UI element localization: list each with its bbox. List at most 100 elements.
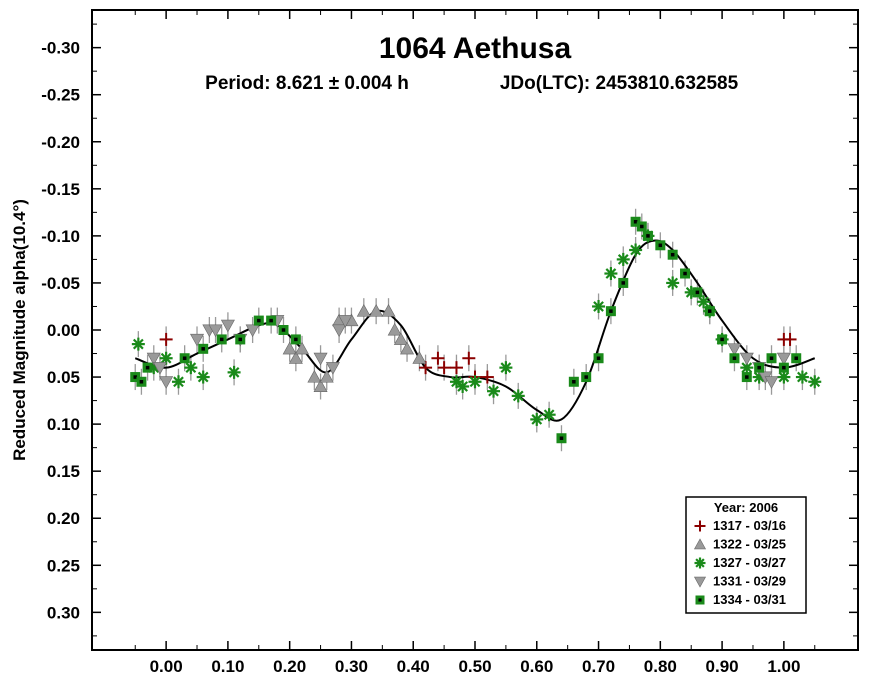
x-tick-label: 0.40 <box>397 657 430 676</box>
square-marker <box>630 216 641 227</box>
x-tick-label: 0.50 <box>458 657 491 676</box>
square-marker <box>216 334 227 345</box>
square-marker <box>179 353 190 364</box>
triangle-up-marker <box>387 322 402 336</box>
square-marker <box>198 343 209 354</box>
legend-entry-label: 1334 - 03/31 <box>713 592 786 607</box>
triangle-down-marker <box>220 319 235 333</box>
triangle-down-marker <box>208 324 223 338</box>
square-marker <box>642 230 653 241</box>
square-marker <box>235 334 246 345</box>
x-tick-label: 0.90 <box>706 657 739 676</box>
square-marker <box>778 362 789 373</box>
square-marker <box>568 376 579 387</box>
triangle-up-marker <box>412 351 427 364</box>
square-marker <box>278 325 289 335</box>
y-tick-label: 0.10 <box>47 415 80 434</box>
asterisk-marker <box>456 379 470 393</box>
asterisk-marker <box>171 375 185 389</box>
legend: Year: 2006 1317 - 03/16 1322 - 03/25 1327 … <box>685 496 807 614</box>
epoch-label: JDo(LTC): 2453810.632585 <box>500 73 739 94</box>
asterisk-marker <box>694 557 706 569</box>
y-axis: -0.30 -0.25 -0.20 -0.15 -0.10 -0.05 0.00 0.05 0.… <box>41 23 858 637</box>
triangle-down-marker <box>739 352 754 366</box>
triangle-down-marker <box>152 362 167 375</box>
square-marker <box>655 240 666 251</box>
square-marker <box>680 268 691 279</box>
triangle-down-marker <box>776 352 791 366</box>
triangle-down-marker <box>245 324 260 338</box>
asterisk-marker <box>592 299 606 313</box>
triangle-down-marker <box>693 576 707 588</box>
square-marker <box>593 353 604 364</box>
asterisk-marker <box>184 361 198 375</box>
y-tick-label: -0.30 <box>41 39 80 58</box>
triangle-down-marker <box>727 343 742 356</box>
triangle-down-marker <box>332 324 347 338</box>
triangle-up-marker <box>319 369 334 383</box>
triangle-down-marker <box>325 362 340 375</box>
x-tick-label: 0.60 <box>520 657 553 676</box>
y-tick-label: -0.10 <box>41 227 80 246</box>
data-points <box>130 216 822 444</box>
square-marker <box>618 277 629 288</box>
square-marker <box>791 353 802 364</box>
y-tick-label: -0.15 <box>41 180 80 199</box>
y-tick-label: 0.20 <box>47 509 80 528</box>
legend-entry-label: 1322 - 03/25 <box>713 537 786 552</box>
plus-marker <box>431 351 445 365</box>
legend-entry-label: 1331 - 03/29 <box>713 574 786 589</box>
triangle-up-marker <box>356 304 371 317</box>
asterisk-marker <box>616 252 630 266</box>
square-marker <box>741 372 752 383</box>
triangle-down-marker <box>764 376 779 389</box>
square-marker <box>692 287 703 298</box>
x-tick-label: 0.10 <box>211 657 244 676</box>
triangle-up-marker <box>282 341 297 355</box>
square-marker <box>266 315 277 326</box>
square-marker <box>136 376 147 387</box>
square-marker <box>581 372 592 383</box>
y-axis-label: Reduced Magnitude alpha(10.4°) <box>10 199 29 461</box>
x-tick-label: 0.00 <box>150 657 183 676</box>
y-tick-label: 0.25 <box>47 556 80 575</box>
triangle-up-marker <box>381 304 396 317</box>
square-marker <box>729 353 740 364</box>
plus-marker <box>159 332 173 346</box>
x-tick-label: 0.20 <box>273 657 306 676</box>
square-marker <box>253 315 264 326</box>
y-tick-label: 0.30 <box>47 603 80 622</box>
triangle-down-marker <box>313 352 328 366</box>
asterisk-marker <box>468 375 482 389</box>
triangle-up-marker <box>313 379 328 392</box>
triangle-down-marker <box>338 315 353 328</box>
triangle-down-marker <box>159 376 174 389</box>
legend-entry-label: 1327 - 03/27 <box>713 555 786 570</box>
triangle-up-marker <box>393 332 408 345</box>
y-tick-label: -0.25 <box>41 86 80 105</box>
square-marker <box>605 306 616 317</box>
legend-title: Year: 2006 <box>714 500 778 515</box>
triangle-up-marker <box>288 351 303 364</box>
triangle-up-marker <box>369 304 384 317</box>
square-marker <box>766 353 777 364</box>
triangle-up-marker <box>693 538 707 550</box>
legend-box <box>685 496 807 614</box>
y-tick-label: 0.00 <box>47 321 80 340</box>
asterisk-marker <box>131 337 145 351</box>
square-marker <box>290 334 301 345</box>
asterisk-marker <box>227 365 241 379</box>
asterisk-marker <box>487 384 501 398</box>
square-marker <box>717 334 728 345</box>
plus-marker <box>437 361 451 375</box>
asterisk-marker <box>777 370 791 384</box>
y-tick-label: 0.15 <box>47 462 80 481</box>
legend-entry-label: 1317 - 03/16 <box>713 518 786 533</box>
asterisk-marker <box>604 267 618 281</box>
triangle-up-marker <box>307 369 322 383</box>
asterisk-marker <box>196 370 210 384</box>
plus-marker <box>783 332 797 346</box>
asterisk-marker <box>542 408 556 422</box>
square-marker <box>704 306 715 317</box>
asterisk-marker <box>159 351 173 365</box>
